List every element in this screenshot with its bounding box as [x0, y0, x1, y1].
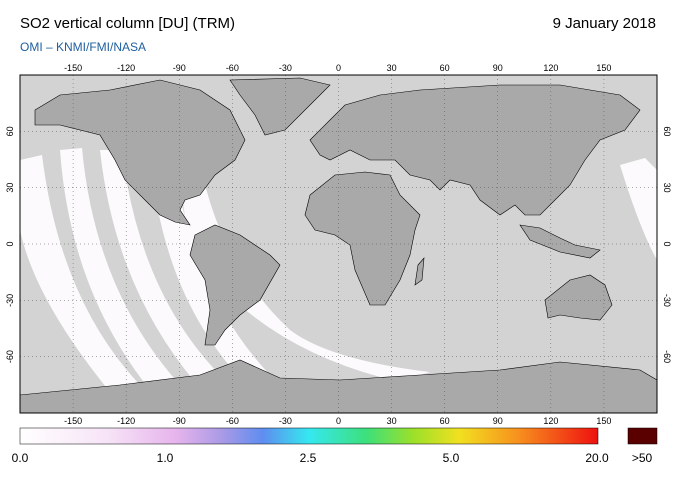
date: 9 January 2018 [553, 15, 656, 32]
colorbar-label: >50 [632, 451, 653, 465]
colorbar-label: 5.0 [443, 451, 460, 465]
lon-label-top: 150 [596, 63, 611, 73]
lon-label-top: 0 [336, 63, 341, 73]
lon-label-bottom: 90 [493, 416, 503, 426]
lon-label-bottom: -150 [64, 416, 82, 426]
title: SO2 vertical column [DU] (TRM) [20, 15, 235, 32]
lat-label-left: 60 [5, 126, 15, 136]
lat-label-left: -60 [5, 350, 15, 363]
lon-label-bottom: -60 [226, 416, 239, 426]
lon-label-bottom: -90 [173, 416, 186, 426]
lat-label-right: -60 [662, 350, 672, 363]
lat-label-left: 0 [5, 241, 15, 246]
colorbar-overflow [627, 427, 658, 445]
lon-label-top: -90 [173, 63, 186, 73]
lon-label-bottom: -30 [279, 416, 292, 426]
map-area [20, 75, 657, 413]
lon-label-top: -60 [226, 63, 239, 73]
lat-label-left: 30 [5, 183, 15, 193]
lat-label-right: 0 [662, 241, 672, 246]
lon-label-bottom: 30 [387, 416, 397, 426]
lon-label-bottom: 150 [596, 416, 611, 426]
colorbar-labels: 0.0 1.0 2.5 5.0 20.0 >50 [12, 451, 653, 465]
lon-label-top: -120 [117, 63, 135, 73]
colorbar-label: 20.0 [585, 451, 609, 465]
lon-label-top: 60 [440, 63, 450, 73]
colorbar-label: 0.0 [12, 451, 29, 465]
lat-label-left: -30 [5, 294, 15, 307]
colorbar-label: 2.5 [300, 451, 317, 465]
colorbar-label: 1.0 [157, 451, 174, 465]
lon-label-bottom: -120 [117, 416, 135, 426]
graticule [20, 75, 657, 413]
lat-label-right: 30 [662, 183, 672, 193]
lon-label-top: 120 [543, 63, 558, 73]
map-frame [19, 74, 658, 414]
lon-label-bottom: 0 [336, 416, 341, 426]
source: OMI – KNMI/FMI/NASA [20, 40, 146, 54]
colorbar [19, 427, 599, 445]
lat-label-right: 60 [662, 126, 672, 136]
lon-label-top: 30 [387, 63, 397, 73]
lon-label-top: -30 [279, 63, 292, 73]
lon-label-bottom: 120 [543, 416, 558, 426]
lat-label-right: -30 [662, 294, 672, 307]
land [20, 77, 657, 413]
lon-label-top: 90 [493, 63, 503, 73]
lon-label-top: -150 [64, 63, 82, 73]
lon-label-bottom: 60 [440, 416, 450, 426]
